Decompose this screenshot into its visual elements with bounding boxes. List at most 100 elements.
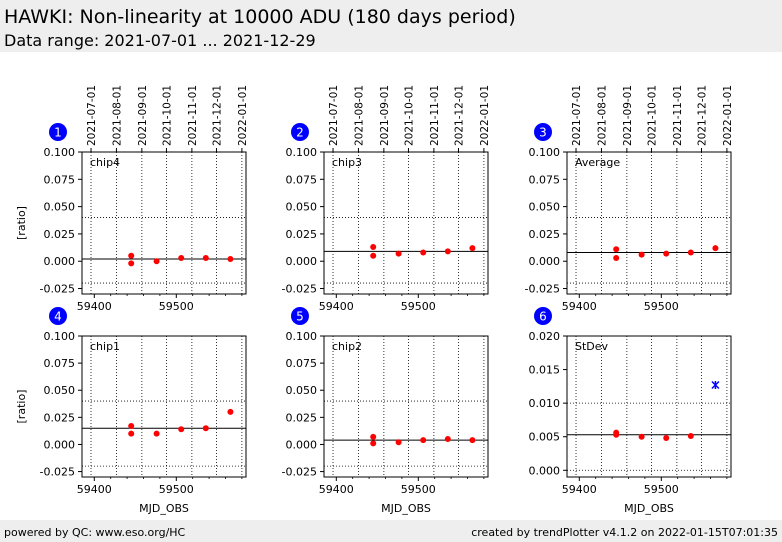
x-tick-label: 59400 (77, 483, 112, 496)
date-tick-label: 2021-10-01 (403, 85, 415, 146)
panel-6: 0.000 0.005 0.010 0.015 0.020 59400 59500 StDev… (529, 307, 732, 515)
data-point (128, 260, 135, 267)
y-axis-label: [ratio] (15, 390, 28, 424)
panel-3: -0.025 0.000 0.025 0.050 0.075 0.100 59400 5950… (525, 85, 734, 313)
data-point (613, 431, 620, 438)
date-tick-label: 2021-10-01 (646, 85, 658, 146)
panel-badge-number: 4 (54, 310, 62, 324)
plot-area (567, 336, 731, 477)
panel-badge (534, 307, 552, 325)
y-tick-label: 0.100 (44, 330, 76, 343)
panel-badge-number: 2 (296, 126, 304, 140)
y-tick-label: 0.000 (44, 438, 76, 451)
y-tick-label: -0.025 (282, 283, 317, 296)
data-point (370, 252, 377, 259)
panel-4: -0.025 0.000 0.025 0.050 0.075 0.100 59400 5950… (15, 307, 247, 515)
y-tick-label: 0.050 (44, 201, 76, 214)
date-tick-label: 2022-01-01 (237, 85, 249, 146)
x-tick-label: 59500 (401, 300, 436, 313)
data-point (638, 433, 645, 440)
data-point (395, 250, 402, 257)
data-point (613, 254, 620, 261)
y-tick-label: 0.050 (44, 384, 76, 397)
panel-badge-number: 5 (296, 310, 304, 324)
y-tick-label: 0.075 (44, 357, 76, 370)
y-axis-label: [ratio] (15, 206, 28, 240)
y-tick-label: -0.025 (40, 283, 75, 296)
data-point (178, 254, 185, 261)
data-point (420, 249, 427, 256)
x-tick-label: 59400 (319, 300, 354, 313)
y-tick-label: 0.100 (286, 146, 318, 159)
date-tick-label: 2021-07-01 (86, 85, 98, 146)
data-point (128, 423, 135, 430)
plot-area (324, 336, 488, 477)
y-tick-label: 0.000 (529, 464, 561, 477)
data-point (202, 425, 209, 432)
date-tick-label: 2021-10-01 (161, 85, 173, 146)
y-tick-label: 0.075 (286, 357, 318, 370)
panel-badge-number: 3 (539, 126, 547, 140)
y-tick-label: 0.005 (529, 431, 561, 444)
date-tick-label: 2021-12-01 (696, 85, 708, 146)
x-tick-label: 59400 (562, 300, 597, 313)
panel-label: StDev (575, 340, 609, 353)
data-point (420, 437, 427, 444)
data-point (687, 433, 694, 440)
outlier-point (711, 380, 720, 390)
data-point (469, 437, 476, 444)
y-tick-label: 0.025 (286, 228, 318, 241)
panel-badge-number: 1 (54, 126, 62, 140)
y-tick-label: 0.050 (529, 201, 561, 214)
data-point (128, 252, 135, 259)
data-point (469, 245, 476, 252)
panel-5: -0.025 0.000 0.025 0.050 0.075 0.100 59400 5950… (282, 307, 489, 515)
date-tick-label: 2022-01-01 (722, 85, 734, 146)
data-point (638, 251, 645, 258)
data-point (153, 430, 160, 437)
data-point (370, 433, 377, 440)
data-point (153, 258, 160, 265)
plot-area (567, 152, 731, 294)
y-tick-label: 0.015 (529, 364, 561, 377)
x-axis-label: MJD_OBS (624, 502, 674, 515)
y-tick-label: -0.025 (40, 466, 75, 479)
y-tick-label: 0.000 (286, 255, 318, 268)
data-point (444, 248, 451, 255)
panel-2: -0.025 0.000 0.025 0.050 0.075 0.100 59400 5950… (282, 85, 491, 313)
footer-bar: powered by QC: www.eso.org/HC created by… (0, 520, 782, 542)
panel-label: chip4 (90, 156, 120, 169)
y-tick-label: 0.025 (44, 411, 76, 424)
y-tick-label: 0.025 (529, 228, 561, 241)
y-tick-label: 0.010 (529, 397, 561, 410)
x-tick-label: 59500 (644, 300, 679, 313)
data-point (227, 408, 234, 415)
panel-1: -0.025 0.000 0.025 0.050 0.075 0.100 59400 5950… (15, 85, 249, 313)
date-tick-label: 2021-12-01 (211, 85, 223, 146)
y-tick-label: 0.100 (529, 146, 561, 159)
plot-frame (81, 151, 247, 295)
x-axis-label: MJD_OBS (139, 502, 189, 515)
data-point (663, 435, 670, 442)
x-tick-label: 59400 (562, 483, 597, 496)
date-tick-label: 2021-09-01 (622, 85, 634, 146)
panel-label: chip2 (332, 340, 362, 353)
panel-badge (49, 123, 67, 141)
date-tick-label: 2021-08-01 (353, 85, 365, 146)
y-tick-label: 0.100 (44, 146, 76, 159)
data-point (712, 245, 719, 252)
data-point (613, 246, 620, 253)
data-point (395, 439, 402, 446)
y-tick-label: 0.020 (529, 330, 561, 343)
date-tick-label: 2021-09-01 (137, 85, 149, 146)
date-tick-label: 2021-11-01 (672, 85, 684, 146)
panel-badge-number: 6 (539, 310, 547, 324)
data-point (227, 256, 234, 263)
y-tick-label: 0.000 (529, 255, 561, 268)
page-subtitle: Data range: 2021-07-01 ... 2021-12-29 (4, 31, 316, 50)
x-tick-label: 59500 (159, 300, 194, 313)
plot-frame (323, 335, 489, 478)
date-tick-label: 2021-08-01 (596, 85, 608, 146)
y-tick-label: 0.075 (44, 173, 76, 186)
x-tick-label: 59500 (159, 483, 194, 496)
